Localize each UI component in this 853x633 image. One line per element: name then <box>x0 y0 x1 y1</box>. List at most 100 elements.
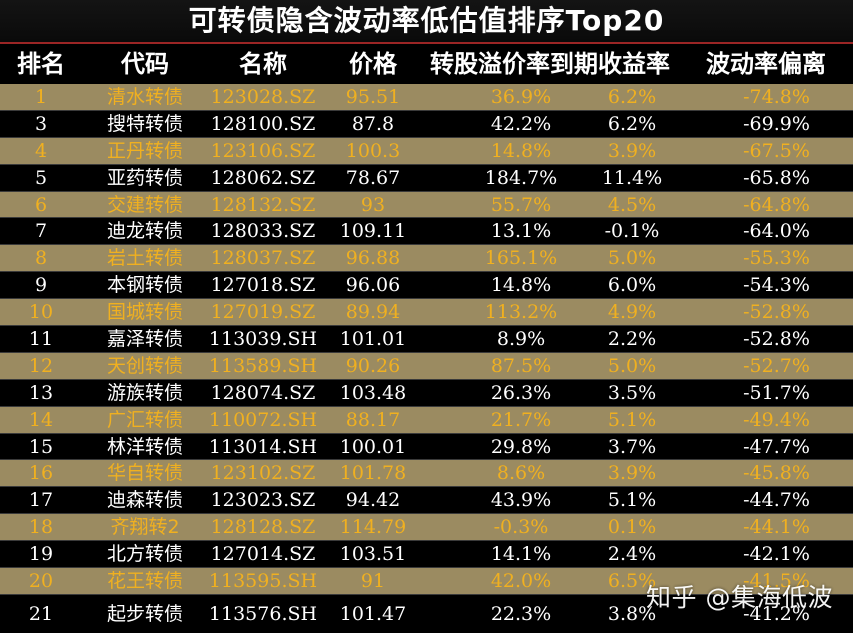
table-row: 18 齐翔转2 128128.SZ 114.79 -0.3% 0.1% -44.1% <box>0 514 853 542</box>
rank-cell: 7 <box>34 220 48 243</box>
premium-cell: 29.8% <box>490 435 552 458</box>
code-cell: 127019.SZ <box>210 301 316 324</box>
rank-cell: 5 <box>34 166 48 189</box>
table-row: 8 岩土转债 128037.SZ 96.88 165.1% 5.0% -55.3% <box>0 245 853 273</box>
name-cell: 林洋转债 <box>106 435 183 458</box>
name-cell: 迪森转债 <box>106 489 183 512</box>
price-cell: 101.78 <box>339 462 407 485</box>
rank-cell: 6 <box>34 193 48 216</box>
premium-cell: 42.0% <box>490 570 552 593</box>
premium-cell: 8.6% <box>496 462 546 485</box>
vol-cell: -64.0% <box>743 220 810 243</box>
vol-cell: -67.5% <box>743 139 810 162</box>
table-row: 1 清水转债 123028.SZ 95.51 36.9% 6.2% -74.8% <box>0 84 853 111</box>
premium-cell: 184.7% <box>484 166 558 189</box>
name-cell: 本钢转债 <box>106 274 183 297</box>
ytm-cell: 5.0% <box>607 354 657 377</box>
premium-cell: 113.2% <box>484 301 558 324</box>
price-cell: 94.42 <box>345 489 401 512</box>
vol-cell: -52.8% <box>743 301 810 324</box>
table-row: 5 亚药转债 128062.SZ 78.67 184.7% 11.4% -65.8% <box>0 164 853 192</box>
rank-cell: 12 <box>28 354 54 377</box>
watermark: 知乎 @集海低波 <box>646 583 833 612</box>
price-cell: 87.8 <box>351 112 395 135</box>
price-cell: 90.26 <box>345 354 401 377</box>
ytm-cell: 3.5% <box>607 381 657 404</box>
ytm-cell: 11.4% <box>601 166 663 189</box>
table-row: 17 迪森转债 123023.SZ 94.42 43.9% 5.1% -44.7% <box>0 487 853 515</box>
premium-cell: 42.2% <box>490 112 552 135</box>
name-cell: 齐翔转2 <box>110 516 180 539</box>
rank-cell: 19 <box>28 543 54 566</box>
rank-cell: 16 <box>28 462 54 485</box>
table-row: 9 本钢转债 127018.SZ 96.06 14.8% 6.0% -54.3% <box>0 272 853 300</box>
code-cell: 123102.SZ <box>210 462 316 485</box>
table-row: 7 迪龙转债 128033.SZ 109.11 13.1% -0.1% -64.0% <box>0 218 853 246</box>
table-row: 15 林洋转债 113014.SH 100.01 29.8% 3.7% -47.7% <box>0 433 853 461</box>
table-row: 16 华自转债 123102.SZ 101.78 8.6% 3.9% -45.8% <box>0 460 853 488</box>
table-row: 20 花王转债 113595.SH 91 42.0% 6.5% -41.5% <box>0 568 853 595</box>
price-cell: 101.47 <box>339 602 407 625</box>
ytm-cell: -0.1% <box>604 220 660 243</box>
header-code: 名称 <box>239 50 287 78</box>
name-cell: 花王转债 <box>106 570 183 593</box>
code-cell: 128132.SZ <box>210 193 316 216</box>
title-divider <box>0 42 853 44</box>
table-row: 21 起步转债 113576.SH 101.47 22.3% 3.8% -41.2% <box>0 594 853 633</box>
ytm-cell: 6.0% <box>607 274 657 297</box>
vol-cell: -54.3% <box>743 274 810 297</box>
code-cell: 123028.SZ <box>210 86 316 108</box>
premium-cell: 87.5% <box>490 354 552 377</box>
premium-cell: 8.9% <box>496 328 546 351</box>
premium-cell: 14.1% <box>490 543 552 566</box>
rank-cell: 15 <box>28 435 54 458</box>
ytm-cell: 4.9% <box>607 301 657 324</box>
code-cell: 123023.SZ <box>210 489 316 512</box>
vol-cell: -41.5% <box>743 570 810 593</box>
name-cell: 正丹转债 <box>106 139 183 162</box>
vol-cell: -44.7% <box>743 489 810 512</box>
code-cell: 113014.SH <box>208 435 318 458</box>
table-row: 11 嘉泽转债 113039.SH 101.01 8.9% 2.2% -52.8% <box>0 326 853 353</box>
rank-cell: 13 <box>28 381 54 404</box>
name-cell: 岩土转债 <box>106 247 183 270</box>
price-cell: 114.79 <box>339 516 407 539</box>
ytm-cell: 5.1% <box>607 408 657 431</box>
name-cell: 北方转债 <box>106 543 183 566</box>
vol-cell: -64.8% <box>743 193 810 216</box>
code-cell: 127018.SZ <box>210 274 316 297</box>
premium-cell: -0.3% <box>493 516 549 539</box>
premium-cell: 43.9% <box>490 489 552 512</box>
price-cell: 95.51 <box>345 86 401 108</box>
vol-cell: -55.3% <box>743 247 810 270</box>
code-cell: 128128.SZ <box>210 516 316 539</box>
table-row: 4 正丹转债 123106.SZ 100.3 14.8% 3.9% -67.5% <box>0 137 853 165</box>
premium-cell: 22.3% <box>490 602 552 625</box>
vol-cell: -74.8% <box>743 86 810 108</box>
premium-cell: 13.1% <box>490 220 552 243</box>
table-row: 14 广汇转债 110072.SH 88.17 21.7% 5.1% -49.4% <box>0 406 853 434</box>
rank-cell: 18 <box>28 516 54 539</box>
ytm-cell: 2.2% <box>607 328 657 351</box>
price-cell: 101.01 <box>339 328 407 351</box>
table-row: 12 天创转债 113589.SH 90.26 87.5% 5.0% -52.7% <box>0 352 853 380</box>
vol-cell: -69.9% <box>743 112 810 135</box>
name-cell: 起步转债 <box>106 602 183 625</box>
name-cell: 清水转债 <box>106 86 183 108</box>
name-cell: 天创转债 <box>106 354 183 377</box>
ytm-cell: 3.9% <box>607 462 657 485</box>
price-cell: 96.06 <box>345 274 401 297</box>
rank-cell: 9 <box>34 274 48 297</box>
premium-cell: 14.8% <box>490 274 552 297</box>
header-name: 代码 <box>121 50 169 78</box>
rank-cell: 21 <box>28 602 54 625</box>
name-cell: 广汇转债 <box>106 408 183 431</box>
code-cell: 127014.SZ <box>210 543 316 566</box>
table-row: 13 游族转债 128074.SZ 103.48 26.3% 3.5% -51.7% <box>0 379 853 407</box>
price-cell: 103.48 <box>339 381 407 404</box>
price-cell: 91 <box>360 570 386 593</box>
header-rank: 排名 <box>17 50 65 78</box>
price-cell: 103.51 <box>339 543 407 566</box>
rank-cell: 4 <box>34 139 48 162</box>
header-price: 价格 <box>349 50 397 78</box>
